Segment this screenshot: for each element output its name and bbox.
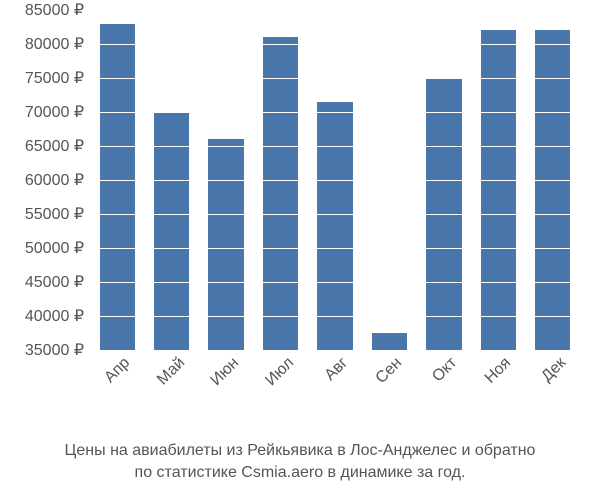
bar xyxy=(208,139,243,350)
gridline xyxy=(90,282,580,283)
bar xyxy=(372,333,407,350)
x-tick-label: Май xyxy=(149,350,188,389)
gridline xyxy=(90,112,580,113)
y-tick-label: 75000 ₽ xyxy=(25,68,90,88)
bar xyxy=(263,37,298,350)
x-tick-label: Окт xyxy=(425,350,461,386)
x-tick-label: Сен xyxy=(369,350,407,388)
gridline xyxy=(90,248,580,249)
gridline xyxy=(90,214,580,215)
y-tick-label: 35000 ₽ xyxy=(25,340,90,360)
y-tick-label: 55000 ₽ xyxy=(25,204,90,224)
chart-caption: Цены на авиабилеты из Рейкьявика в Лос-А… xyxy=(0,440,600,483)
y-tick-label: 45000 ₽ xyxy=(25,272,90,292)
gridline xyxy=(90,78,580,79)
plot-area: 35000 ₽40000 ₽45000 ₽50000 ₽55000 ₽60000… xyxy=(90,10,580,350)
y-tick-label: 70000 ₽ xyxy=(25,102,90,122)
x-tick-label: Июн xyxy=(203,350,243,390)
y-tick-label: 80000 ₽ xyxy=(25,34,90,54)
gridline xyxy=(90,180,580,181)
price-chart: 35000 ₽ 40000 ₽ 45000 ₽ 50000 ₽ 55000 ₽ 60000… xyxy=(0,0,600,500)
y-tick-label: 85000 ₽ xyxy=(25,0,90,20)
caption-line-1: Цены на авиабилеты из Рейкьявика в Лос-А… xyxy=(65,442,536,459)
y-tick-label: 65000 ₽ xyxy=(25,136,90,156)
x-tick-label: Ноя xyxy=(478,350,516,388)
caption-line-2: по статистике Csmia.aero в динамике за г… xyxy=(135,464,466,481)
gridline xyxy=(90,316,580,317)
bar xyxy=(154,112,189,350)
x-tick-label: Авг xyxy=(317,350,352,385)
gridline xyxy=(90,44,580,45)
y-tick-label: 40000 ₽ xyxy=(25,306,90,326)
bar xyxy=(317,102,352,350)
bar xyxy=(100,24,135,350)
gridline xyxy=(90,10,580,11)
x-tick-label: Июл xyxy=(258,350,298,390)
y-tick-label: 60000 ₽ xyxy=(25,170,90,190)
x-tick-label: Дек xyxy=(534,350,570,386)
gridline xyxy=(90,146,580,147)
y-tick-label: 50000 ₽ xyxy=(25,238,90,258)
x-tick-label: Апр xyxy=(97,350,134,387)
